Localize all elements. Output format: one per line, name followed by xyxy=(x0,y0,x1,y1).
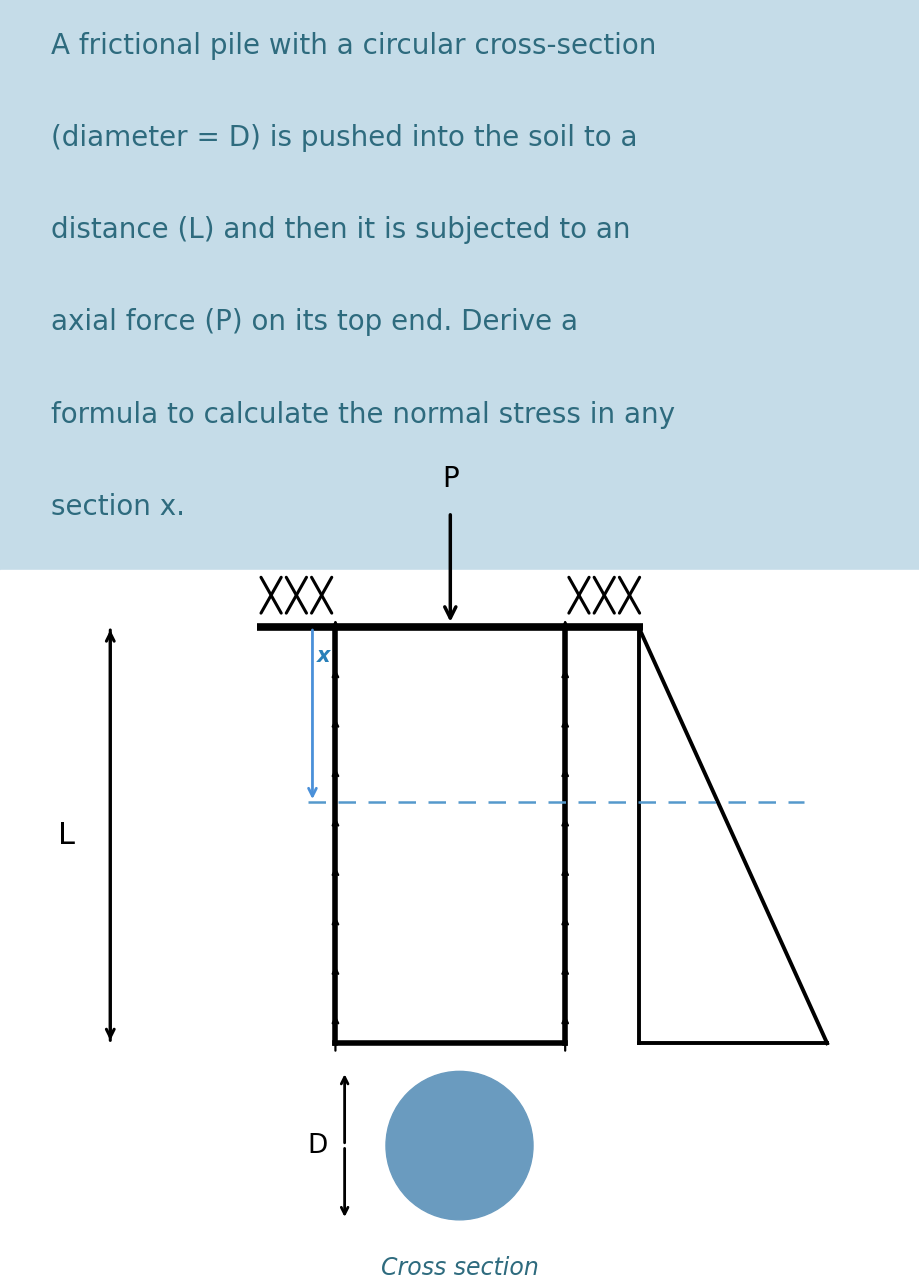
Text: x: x xyxy=(317,646,331,667)
Text: section x.: section x. xyxy=(51,493,185,521)
Text: P: P xyxy=(442,465,459,493)
Bar xyxy=(0,0,919,570)
Bar xyxy=(0,570,919,1280)
Text: A frictional pile with a circular cross-section: A frictional pile with a circular cross-… xyxy=(51,32,656,60)
Text: (diameter = D) is pushed into the soil to a: (diameter = D) is pushed into the soil t… xyxy=(51,124,637,152)
Text: axial force (P) on its top end. Derive a: axial force (P) on its top end. Derive a xyxy=(51,308,577,337)
Ellipse shape xyxy=(386,1071,533,1220)
Text: Cross section: Cross section xyxy=(380,1256,539,1280)
Text: D: D xyxy=(307,1133,327,1158)
Text: formula to calculate the normal stress in any: formula to calculate the normal stress i… xyxy=(51,401,675,429)
Text: distance (L) and then it is subjected to an: distance (L) and then it is subjected to… xyxy=(51,216,630,244)
Text: L: L xyxy=(58,820,74,850)
